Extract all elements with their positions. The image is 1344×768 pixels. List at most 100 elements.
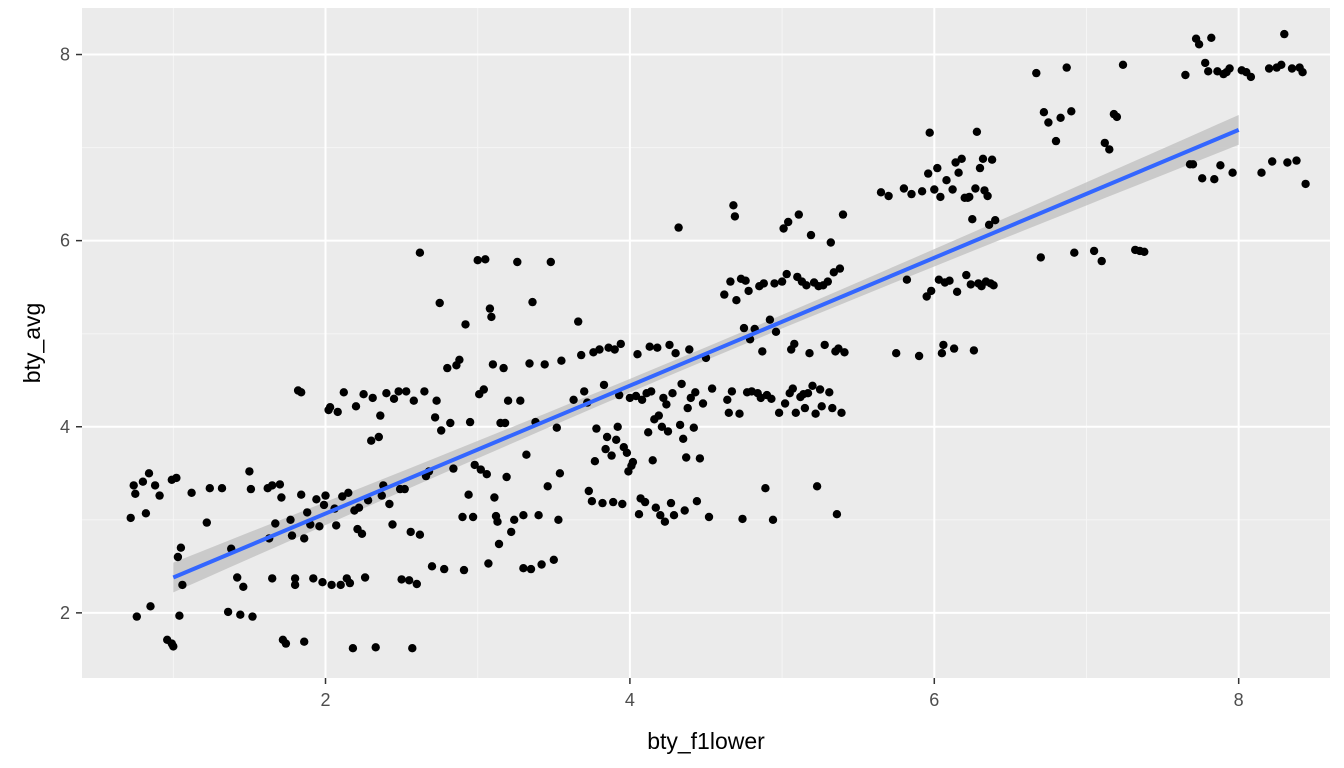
data-point bbox=[782, 269, 791, 279]
data-point bbox=[476, 465, 485, 474]
data-point bbox=[1246, 72, 1256, 82]
data-point bbox=[675, 420, 685, 430]
data-point bbox=[543, 482, 552, 491]
data-point bbox=[507, 527, 516, 537]
data-point bbox=[271, 519, 280, 528]
data-point bbox=[129, 481, 138, 490]
data-point bbox=[1287, 64, 1297, 73]
data-point bbox=[914, 351, 924, 361]
data-point bbox=[525, 359, 534, 368]
data-point bbox=[376, 411, 385, 420]
data-point bbox=[275, 480, 285, 489]
data-point bbox=[339, 388, 348, 397]
data-point bbox=[820, 340, 829, 350]
data-point bbox=[374, 432, 383, 442]
data-point bbox=[720, 290, 729, 299]
data-point bbox=[321, 491, 330, 500]
data-point bbox=[800, 403, 810, 413]
data-point bbox=[613, 422, 622, 431]
data-point bbox=[327, 580, 336, 590]
data-point bbox=[662, 400, 671, 409]
data-point bbox=[500, 418, 510, 428]
data-point bbox=[595, 345, 604, 354]
data-point bbox=[534, 511, 543, 520]
data-point bbox=[490, 493, 499, 502]
data-point bbox=[612, 435, 621, 444]
data-point bbox=[382, 389, 391, 398]
data-point bbox=[415, 248, 425, 257]
data-point bbox=[601, 444, 610, 454]
data-point bbox=[281, 639, 291, 648]
data-point bbox=[464, 490, 473, 499]
data-point bbox=[458, 512, 467, 522]
data-point bbox=[826, 238, 835, 247]
x-axis-ticks: 2 4 6 8 bbox=[321, 678, 1244, 710]
data-point bbox=[245, 467, 254, 476]
data-point bbox=[698, 399, 708, 408]
data-point bbox=[1188, 160, 1198, 169]
data-point bbox=[172, 473, 181, 483]
data-point bbox=[146, 602, 155, 611]
data-point bbox=[577, 350, 586, 360]
data-point bbox=[942, 176, 951, 185]
data-point bbox=[318, 578, 327, 587]
data-point bbox=[385, 499, 394, 509]
data-point bbox=[502, 472, 511, 482]
data-point bbox=[405, 576, 414, 585]
data-point bbox=[602, 432, 612, 442]
data-point bbox=[1181, 70, 1190, 80]
data-point bbox=[758, 347, 767, 356]
data-point bbox=[455, 355, 464, 364]
data-point bbox=[609, 497, 618, 507]
data-point bbox=[470, 460, 479, 470]
data-point bbox=[803, 389, 813, 398]
data-point bbox=[333, 407, 342, 417]
data-point bbox=[592, 424, 601, 433]
data-point bbox=[628, 457, 638, 467]
data-point bbox=[371, 643, 380, 652]
data-point bbox=[484, 559, 493, 568]
data-point bbox=[287, 531, 297, 540]
minor-gridlines bbox=[82, 8, 1330, 678]
data-point bbox=[400, 484, 409, 494]
data-point bbox=[933, 163, 942, 173]
data-point bbox=[473, 256, 482, 265]
data-point bbox=[1277, 60, 1286, 69]
data-point bbox=[268, 481, 277, 490]
data-point bbox=[233, 573, 242, 582]
y-axis-title: bty_avg bbox=[19, 303, 45, 384]
data-point bbox=[268, 574, 277, 583]
data-point bbox=[954, 168, 963, 177]
data-point bbox=[968, 215, 977, 224]
data-point bbox=[286, 515, 295, 524]
data-point bbox=[607, 451, 616, 460]
data-point bbox=[925, 128, 934, 137]
data-point bbox=[344, 488, 353, 497]
data-point bbox=[978, 154, 988, 163]
data-point bbox=[303, 508, 312, 517]
data-point bbox=[969, 346, 979, 355]
data-point bbox=[1140, 247, 1149, 256]
data-point bbox=[587, 497, 597, 506]
y-tick-label: 4 bbox=[60, 417, 70, 437]
data-point bbox=[1198, 174, 1207, 183]
data-point bbox=[957, 154, 966, 163]
data-point bbox=[549, 555, 558, 564]
data-point bbox=[876, 188, 886, 197]
data-point bbox=[348, 644, 358, 653]
data-point bbox=[485, 304, 495, 313]
data-point bbox=[513, 257, 522, 267]
data-point bbox=[834, 344, 843, 353]
data-point bbox=[1210, 175, 1219, 184]
data-point bbox=[640, 497, 650, 507]
data-point bbox=[1062, 63, 1071, 72]
data-point bbox=[169, 642, 178, 651]
data-point bbox=[336, 580, 345, 590]
data-point bbox=[367, 436, 376, 445]
data-point bbox=[983, 191, 992, 201]
data-point bbox=[780, 399, 790, 408]
data-point bbox=[290, 580, 300, 590]
data-point bbox=[663, 427, 673, 436]
data-point bbox=[389, 394, 399, 403]
data-point bbox=[738, 514, 747, 524]
